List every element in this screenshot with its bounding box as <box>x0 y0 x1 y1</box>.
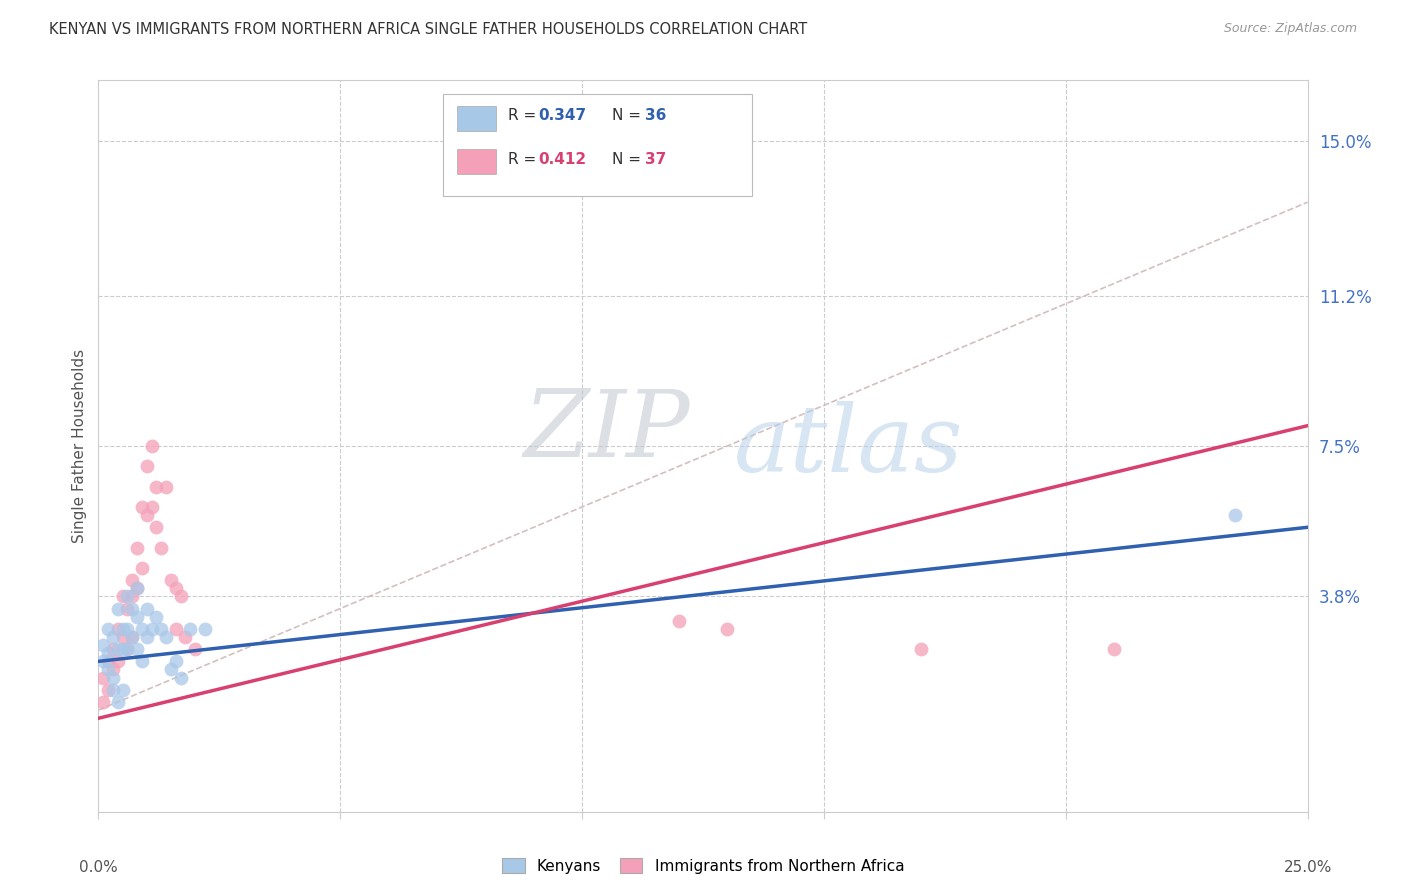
Point <box>135 601 157 615</box>
Text: 25.0%: 25.0% <box>1284 861 1331 875</box>
Text: 36: 36 <box>645 109 666 123</box>
Point <box>135 459 157 474</box>
Point <box>101 642 124 657</box>
Point <box>91 638 114 652</box>
Point <box>160 573 183 587</box>
Point <box>111 682 134 697</box>
Point <box>155 630 177 644</box>
Point <box>131 561 153 575</box>
Point <box>174 630 197 644</box>
Point <box>101 663 124 677</box>
Text: 37: 37 <box>645 153 666 167</box>
Text: N =: N = <box>612 153 645 167</box>
Point <box>141 622 163 636</box>
Point <box>145 480 167 494</box>
Point <box>131 500 153 514</box>
Point <box>111 590 134 604</box>
Point <box>716 622 738 636</box>
Point <box>910 642 932 657</box>
Point <box>145 520 167 534</box>
Point <box>97 622 120 636</box>
Point <box>121 630 143 644</box>
Point <box>150 541 173 555</box>
Point <box>127 581 149 595</box>
Point <box>121 573 143 587</box>
Point <box>194 622 217 636</box>
Point <box>117 601 139 615</box>
Point <box>97 682 120 697</box>
Text: 0.412: 0.412 <box>538 153 586 167</box>
Point <box>117 642 139 657</box>
Y-axis label: Single Father Households: Single Father Households <box>72 349 87 543</box>
Point <box>101 671 124 685</box>
Point <box>97 663 120 677</box>
Point <box>1102 642 1125 657</box>
Point <box>127 541 149 555</box>
Point <box>169 590 191 604</box>
Point <box>155 480 177 494</box>
Point <box>91 671 114 685</box>
Point <box>111 642 134 657</box>
Point <box>169 671 191 685</box>
Point <box>107 622 129 636</box>
Point <box>111 622 134 636</box>
Point <box>121 630 143 644</box>
Point <box>117 642 139 657</box>
Point <box>97 654 120 668</box>
Text: 0.347: 0.347 <box>538 109 586 123</box>
Point <box>160 663 183 677</box>
Point <box>127 609 149 624</box>
Text: N =: N = <box>612 109 645 123</box>
Point <box>145 609 167 624</box>
Point <box>111 630 134 644</box>
Point <box>165 581 187 595</box>
Point <box>117 590 139 604</box>
Point <box>107 654 129 668</box>
Legend: Kenyans, Immigrants from Northern Africa: Kenyans, Immigrants from Northern Africa <box>495 852 911 880</box>
Text: ZIP: ZIP <box>523 386 689 476</box>
Point <box>131 654 153 668</box>
Point <box>184 642 207 657</box>
Text: 0.0%: 0.0% <box>79 861 118 875</box>
Point <box>127 581 149 595</box>
Point <box>135 508 157 522</box>
Point <box>131 622 153 636</box>
Point <box>101 630 124 644</box>
Point <box>1223 508 1246 522</box>
Point <box>150 622 173 636</box>
Point <box>165 622 187 636</box>
Text: R =: R = <box>508 109 541 123</box>
Point <box>141 500 163 514</box>
Point <box>135 630 157 644</box>
Point <box>91 695 114 709</box>
Point <box>121 590 143 604</box>
Point <box>179 622 201 636</box>
Point <box>165 654 187 668</box>
Text: KENYAN VS IMMIGRANTS FROM NORTHERN AFRICA SINGLE FATHER HOUSEHOLDS CORRELATION C: KENYAN VS IMMIGRANTS FROM NORTHERN AFRIC… <box>49 22 807 37</box>
Point <box>91 654 114 668</box>
Point <box>127 642 149 657</box>
Text: atlas: atlas <box>734 401 963 491</box>
Point <box>121 601 143 615</box>
Point <box>107 642 129 657</box>
Point <box>141 439 163 453</box>
Text: R =: R = <box>508 153 541 167</box>
Point <box>117 622 139 636</box>
Text: Source: ZipAtlas.com: Source: ZipAtlas.com <box>1223 22 1357 36</box>
Point <box>101 682 124 697</box>
Point <box>107 695 129 709</box>
Point <box>97 646 120 660</box>
Point <box>107 601 129 615</box>
Point <box>668 614 690 628</box>
